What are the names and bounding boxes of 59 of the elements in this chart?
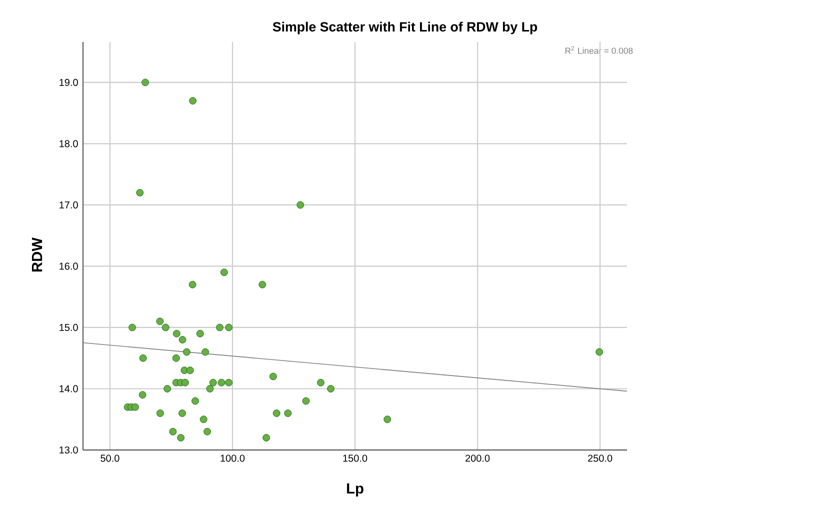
- point: [172, 330, 180, 338]
- point: [209, 378, 217, 386]
- point: [269, 372, 277, 380]
- x-tick-label: 50.0: [100, 454, 120, 462]
- point: [317, 378, 324, 386]
- point: [164, 385, 171, 392]
- point: [172, 354, 180, 362]
- y-tick-label: 18.0: [60, 140, 78, 148]
- point: [177, 434, 184, 442]
- point: [202, 348, 209, 356]
- point: [200, 416, 208, 424]
- x-tick-label: 100.0: [220, 454, 245, 462]
- point: [327, 385, 334, 392]
- point: [178, 410, 186, 417]
- point: [182, 378, 189, 386]
- y-tick-label: 15.0: [60, 324, 78, 332]
- x-tick-label: 250.0: [588, 454, 612, 462]
- point: [128, 324, 136, 332]
- point: [178, 336, 186, 344]
- point: [196, 330, 204, 338]
- point: [169, 428, 177, 436]
- y-tick-label: 19.0: [60, 78, 78, 86]
- y-tick-label: 17.0: [60, 201, 78, 208]
- x-axis-title: Lp: [347, 483, 364, 497]
- point: [216, 324, 224, 332]
- point: [162, 324, 170, 332]
- point: [182, 348, 190, 356]
- y-tick-label: 13.0: [60, 446, 78, 454]
- y-tick-label: 16.0: [60, 262, 78, 270]
- point: [284, 410, 292, 417]
- point: [384, 416, 392, 424]
- point: [188, 280, 196, 288]
- y-tick-label: 14.0: [60, 385, 78, 392]
- x-tick-label: 200.0: [466, 454, 490, 462]
- x-tick-label: 150.0: [343, 454, 368, 462]
- point: [156, 318, 164, 326]
- point: [272, 410, 280, 417]
- point: [225, 324, 232, 332]
- point: [225, 378, 232, 386]
- point: [262, 434, 270, 442]
- point: [132, 403, 139, 411]
- point: [189, 97, 196, 104]
- point: [596, 348, 603, 356]
- point: [136, 189, 144, 196]
- point: [192, 397, 199, 405]
- point: [142, 78, 149, 86]
- point: [204, 428, 211, 436]
- point: [296, 201, 304, 209]
- point: [156, 410, 164, 417]
- point: [302, 397, 310, 405]
- y-axis-title: RDW: [32, 238, 42, 272]
- point: [218, 378, 226, 386]
- point: [206, 385, 214, 392]
- point: [186, 366, 194, 374]
- point: [258, 280, 266, 288]
- point: [220, 268, 228, 276]
- point: [138, 391, 146, 399]
- point: [139, 354, 147, 362]
- chart-title: Simple Scatter with Fit Line of RDW by Lp: [272, 22, 538, 34]
